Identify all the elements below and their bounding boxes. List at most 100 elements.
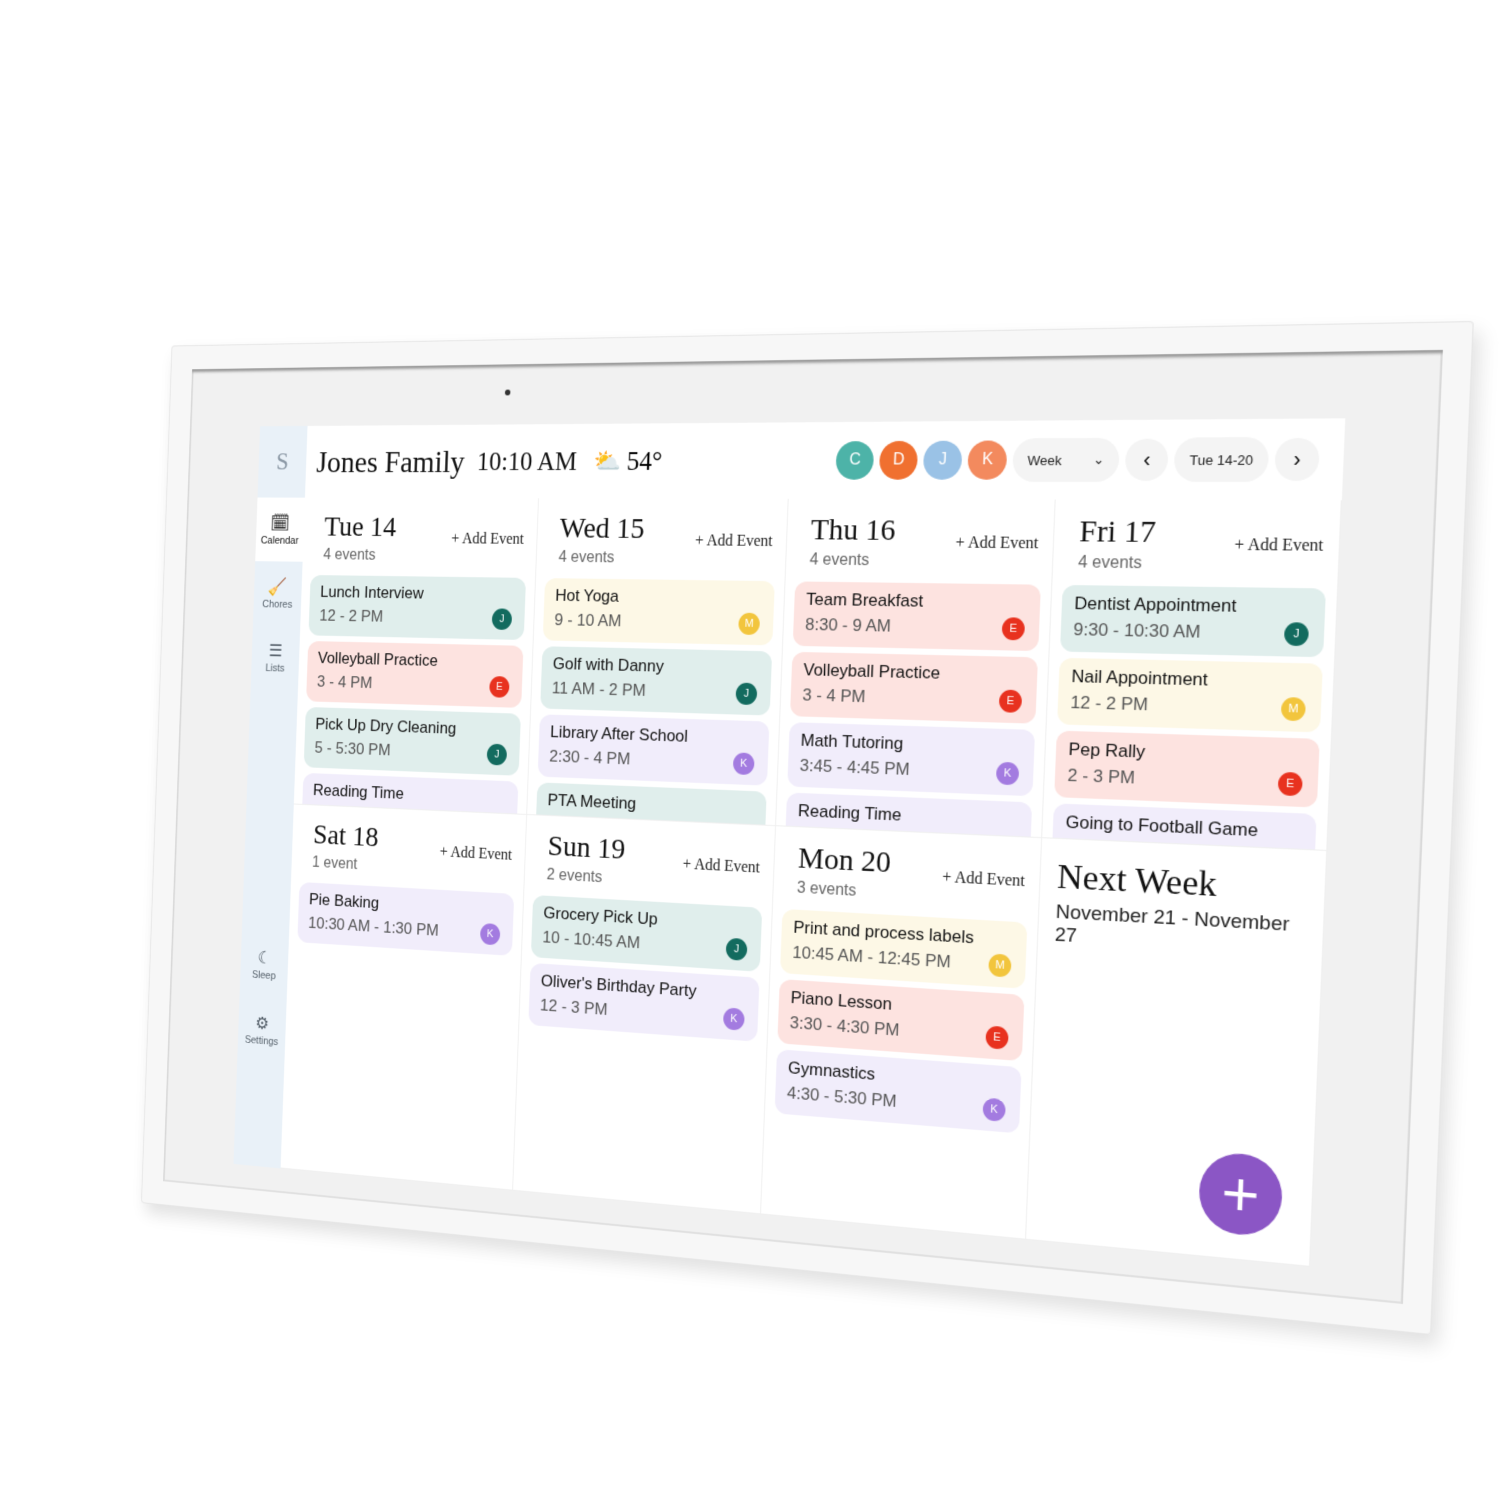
sidebar-item-calendar[interactable]: 🗓 Calendar: [255, 497, 305, 562]
event-count: 1 event: [311, 854, 358, 873]
sidebar-item-label: Chores: [262, 598, 293, 611]
next-week-panel[interactable]: Next Week November 21 - November 27: [1026, 838, 1328, 1267]
day-header: Fri 17 4 events + Add Event: [1063, 514, 1329, 575]
event-time: 5 - 5:30 PM: [314, 738, 391, 760]
day-column: Fri 17 4 events + Add Event Dentist Appoint…: [1042, 499, 1342, 852]
event-title: Pick Up Dry Cleaning: [315, 714, 457, 738]
sidebar-item-label: Sleep: [251, 968, 276, 982]
member-avatar[interactable]: K: [967, 440, 1008, 480]
event-card[interactable]: Library After School 2:30 - 4 PM K: [537, 714, 770, 786]
event-title: Dentist Appointment: [1074, 593, 1237, 616]
day-title-group: Tue 14 4 events: [323, 511, 397, 565]
event-title: Team Breakfast: [805, 589, 924, 611]
day-column: Mon 20 3 events + Add Event Print and proce…: [760, 826, 1043, 1240]
sidebar-item-settings[interactable]: ⚙ Settings: [237, 996, 286, 1063]
member-avatar[interactable]: J: [923, 440, 963, 480]
date-range: Tue 14-20: [1189, 451, 1254, 468]
event-time: 11 AM - 2 PM: [551, 678, 647, 700]
event-card[interactable]: Math Tutoring 3:45 - 4:45 PM K: [787, 722, 1036, 797]
view-select[interactable]: Week ⌄: [1012, 437, 1121, 482]
add-event-button[interactable]: + Add Event: [694, 532, 773, 551]
view-value: Week: [1027, 452, 1063, 468]
event-card[interactable]: Pick Up Dry Cleaning 5 - 5:30 PM J: [303, 706, 521, 776]
day-name: Mon 20: [797, 841, 892, 880]
event-time: 9:30 - 10:30 AM: [1073, 619, 1202, 642]
sidebar-item-label: Settings: [244, 1033, 279, 1048]
day-title-group: Thu 16 4 events: [809, 513, 896, 570]
day-header: Tue 14 4 events + Add Event: [311, 511, 528, 566]
day-column: Thu 16 4 events + Add Event Team Breakfast 8…: [776, 498, 1056, 839]
day-title-group: Sat 18 1 event: [312, 819, 379, 875]
day-title-group: Fri 17 4 events: [1078, 514, 1157, 573]
add-event-button[interactable]: + Add Event: [955, 534, 1039, 553]
app-logo: S: [275, 447, 290, 476]
chevron-right-icon: ›: [1292, 447, 1302, 471]
day-name: Wed 15: [559, 511, 646, 545]
event-list: Print and process labels 10:45 AM - 12:45…: [774, 908, 1028, 1134]
event-time: 2 - 3 PM: [1067, 765, 1136, 788]
event-card[interactable]: Dentist Appointment 9:30 - 10:30 AM J: [1060, 584, 1326, 658]
event-list: Pie Baking 10:30 AM - 1:30 PM K: [297, 881, 515, 956]
sidebar-item-label: Lists: [265, 662, 285, 674]
event-count: 4 events: [1077, 553, 1143, 573]
sidebar-item-lists[interactable]: ☰ Lists: [251, 625, 301, 690]
add-event-button[interactable]: + Add Event: [1234, 536, 1324, 556]
day-column: Tue 14 4 events + Add Event Lunch Interview…: [293, 497, 539, 815]
gear-icon: ⚙: [255, 1012, 270, 1033]
add-event-button[interactable]: + Add Event: [450, 530, 525, 548]
event-time: 8:30 - 9 AM: [804, 614, 892, 636]
event-card[interactable]: Pep Rally 2 - 3 PM E: [1054, 730, 1320, 808]
event-card[interactable]: Volleyball Practice 3 - 4 PM E: [789, 651, 1038, 724]
event-card[interactable]: Gymnastics 4:30 - 5:30 PM K: [774, 1049, 1022, 1134]
day-column: Sat 18 1 event + Add Event Pie Baking 10:30 …: [280, 804, 528, 1191]
chevron-down-icon: ⌄: [1092, 451, 1105, 468]
day-name: Tue 14: [323, 510, 397, 543]
event-card[interactable]: Team Breakfast 8:30 - 9 AM E: [792, 581, 1041, 652]
event-time: 9 - 10 AM: [554, 610, 622, 631]
event-list: Team Breakfast 8:30 - 9 AM E Volleyball Pra…: [784, 581, 1041, 839]
event-title: Volleyball Practice: [317, 648, 439, 670]
event-time: 3 - 4 PM: [316, 672, 373, 692]
event-title: Lunch Interview: [319, 582, 425, 603]
event-count: 4 events: [558, 549, 615, 567]
add-event-button[interactable]: + Add Event: [941, 868, 1026, 891]
sidebar-item-chores[interactable]: 🧹 Chores: [253, 561, 303, 626]
event-card[interactable]: Oliver's Birthday Party 12 - 3 PM K: [528, 962, 760, 1042]
event-title: Library After School: [549, 722, 689, 746]
event-card[interactable]: Hot Yoga 9 - 10 AM M: [542, 578, 775, 646]
day-header: Wed 15 4 events + Add Event: [546, 512, 778, 569]
member-avatar[interactable]: C: [835, 441, 875, 480]
event-title: Golf with Danny: [552, 654, 665, 676]
event-card[interactable]: Nail Appointment 12 - 2 PM M: [1057, 657, 1323, 733]
add-event-button[interactable]: + Add Event: [682, 855, 761, 877]
event-title: PTA Meeting: [547, 790, 637, 813]
event-card[interactable]: Volleyball Practice 3 - 4 PM E: [306, 641, 524, 708]
sidebar-item-sleep[interactable]: ☾ Sleep: [240, 931, 289, 998]
event-title: Reading Time: [312, 780, 405, 803]
partly-sunny-icon: ⛅: [593, 447, 622, 475]
day-header: Sat 18 1 event + Add Event: [300, 818, 517, 882]
day-name: Thu 16: [810, 513, 897, 548]
event-title: Hot Yoga: [555, 586, 620, 606]
event-card[interactable]: Golf with Danny 11 AM - 2 PM J: [540, 646, 773, 716]
add-event-button[interactable]: + Add Event: [439, 843, 513, 864]
prev-week-button[interactable]: ‹: [1124, 438, 1169, 481]
temperature: 54°: [626, 445, 663, 476]
day-header: Mon 20 3 events + Add Event: [783, 841, 1030, 910]
event-card[interactable]: Piano Lesson 3:30 - 4:30 PM E: [777, 979, 1025, 1062]
event-card[interactable]: Lunch Interview 12 - 2 PM J: [308, 575, 527, 640]
chevron-left-icon: ‹: [1142, 447, 1151, 471]
event-card[interactable]: Print and process labels 10:45 AM - 12:45…: [780, 908, 1028, 989]
event-card[interactable]: Grocery Pick Up 10 - 10:45 AM J: [530, 895, 763, 972]
day-name: Sat 18: [312, 818, 380, 854]
date-range-button[interactable]: Tue 14-20: [1173, 437, 1270, 482]
member-avatar[interactable]: D: [879, 440, 919, 480]
list-icon: ☰: [268, 640, 283, 660]
event-count: 3 events: [796, 879, 857, 900]
sidebar-item-label: Calendar: [260, 534, 299, 547]
event-card[interactable]: Pie Baking 10:30 AM - 1:30 PM K: [297, 881, 515, 956]
event-title: Going to Football Game: [1065, 812, 1259, 841]
next-week-button[interactable]: ›: [1274, 437, 1321, 481]
day-title-group: Mon 20 3 events: [797, 841, 892, 902]
